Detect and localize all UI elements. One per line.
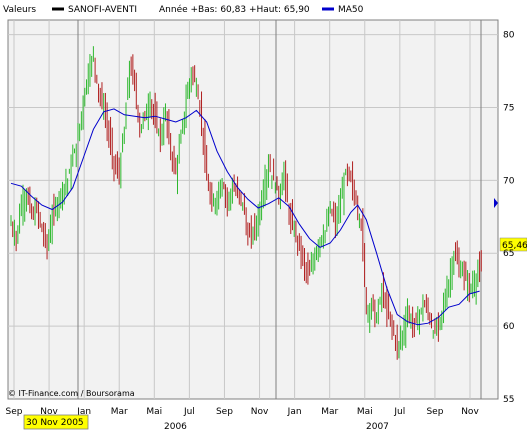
- y-tick-label: 70: [503, 176, 515, 186]
- x-tick-label: Jan: [76, 407, 91, 417]
- price-candles: [10, 46, 482, 360]
- y-tick-label: 80: [503, 31, 515, 41]
- header-label: Valeurs: [3, 5, 36, 15]
- x-tick-label: Mar: [111, 407, 128, 417]
- y-axis-labels: 55 60 65 70 75 80: [503, 31, 515, 405]
- plot-area: [7, 19, 499, 400]
- x-tick-label: Sep: [6, 407, 23, 417]
- y-tick-label: 75: [503, 103, 514, 113]
- grid: [8, 20, 498, 399]
- x-tick-label: Nov: [251, 407, 269, 417]
- x-tick-label: Sep: [426, 407, 443, 417]
- last-price-box: [499, 237, 527, 252]
- year-separators: [77, 20, 482, 399]
- y-tick-label: 65: [503, 249, 514, 259]
- year-range-stats: Année +Bas: 60,83 +Haut: 65,90: [159, 4, 310, 15]
- x-tick-label: Mar: [321, 407, 338, 417]
- ma-legend-label: MA50: [338, 5, 364, 15]
- x-tick-label: Nov: [40, 407, 58, 417]
- last-price-arrow: [494, 198, 498, 208]
- x-tick-label: Mai: [357, 407, 373, 417]
- x-tick-label: Jul: [393, 407, 405, 417]
- date-badge-box: [23, 414, 89, 430]
- x-tick-label: Sep: [216, 407, 233, 417]
- year-label-2006: 2006: [164, 422, 187, 432]
- y-tick-label: 60: [503, 322, 515, 332]
- x-tick-label: Jul: [183, 407, 195, 417]
- y-tick-label: 55: [503, 395, 514, 405]
- x-tick-label: Mai: [146, 407, 162, 417]
- x-tick-label: Jan: [287, 407, 302, 417]
- year-label-2007: 2007: [366, 422, 389, 432]
- last-price-label: 65,46: [502, 241, 527, 251]
- copyright-credit: © IT-Finance.com / Boursorama: [8, 389, 135, 398]
- x-tick-label: Nov: [461, 407, 479, 417]
- x-axis-month-labels: Sep Nov Jan Mar Mai Jul Sep Nov Jan Mar Mai Jul Sep N…: [6, 407, 480, 417]
- ma50-line: [10, 108, 480, 326]
- instrument-name: SANOFI-AVENTI: [68, 5, 137, 15]
- date-badge: 30 Nov 2005: [26, 418, 84, 428]
